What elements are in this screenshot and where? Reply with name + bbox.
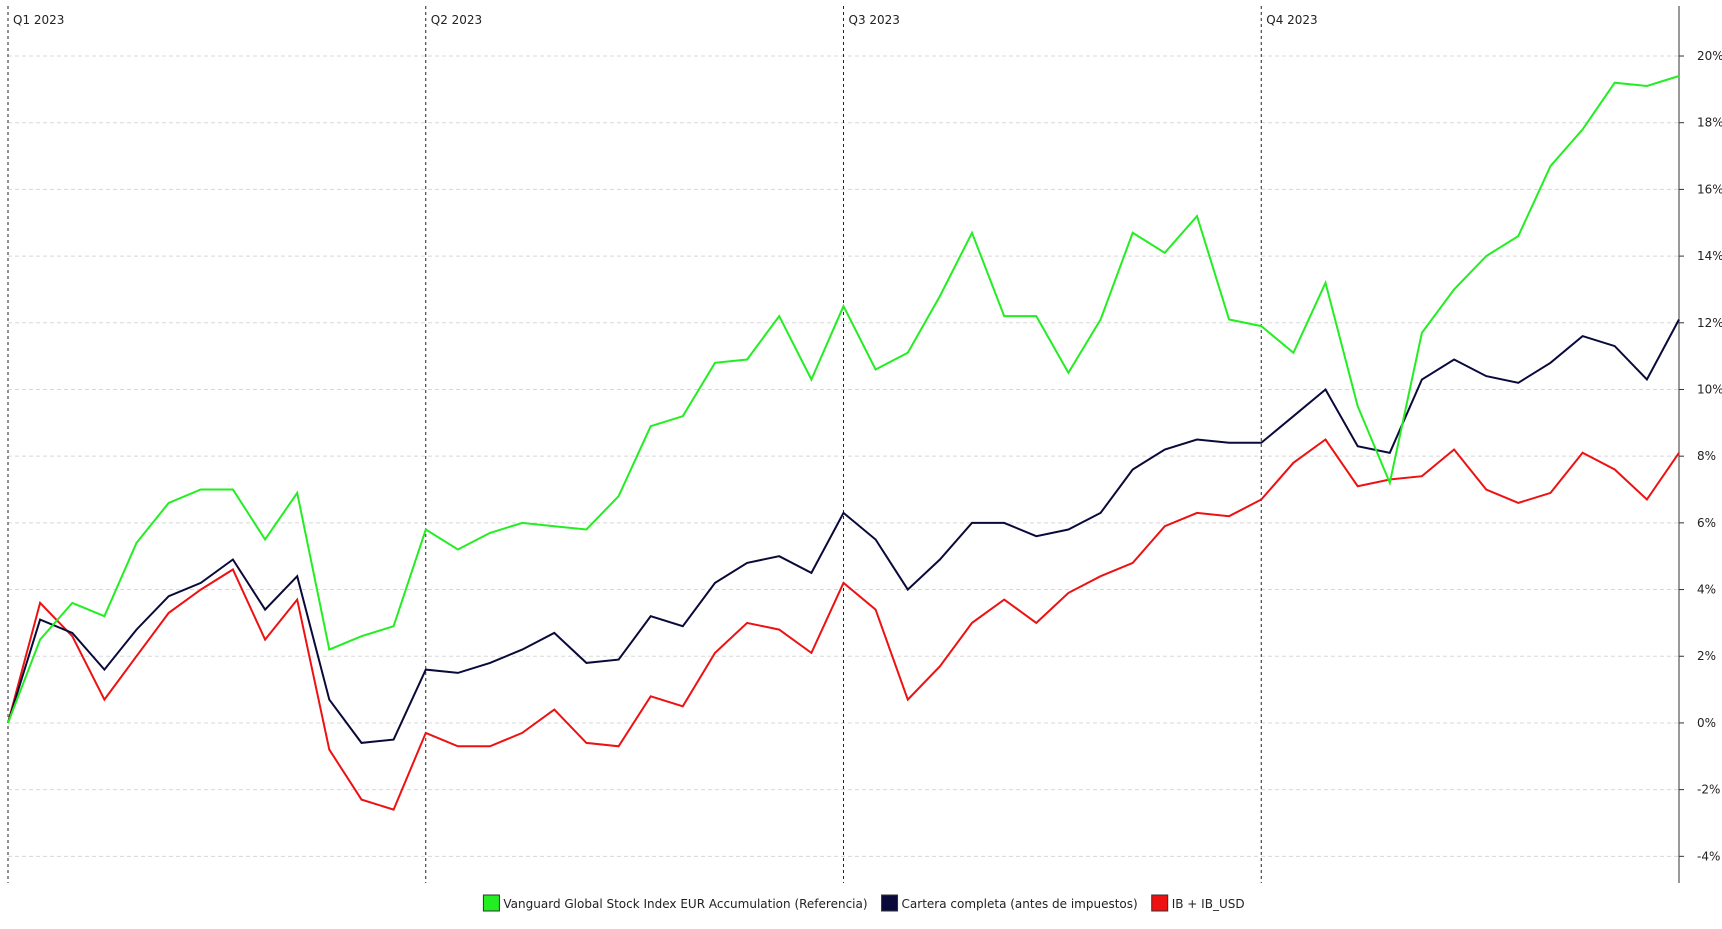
quarter-separators: Q1 2023 Q2 2023 Q3 2023 Q4 2023: [7, 6, 1318, 883]
y-tick-label: 18%: [1697, 116, 1722, 130]
legend-label: Vanguard Global Stock Index EUR Accumula…: [503, 897, 867, 911]
series-lines: [7, 75, 1680, 811]
quarter-label: Q2 2023: [431, 13, 482, 27]
y-tick-label: 12%: [1697, 316, 1722, 330]
quarter-label: Q1 2023: [13, 13, 64, 27]
y-tick-label: 10%: [1697, 382, 1722, 396]
legend: Vanguard Global Stock Index EUR Accumula…: [482, 894, 1245, 912]
y-tick-label: 20%: [1697, 49, 1722, 63]
y-tick-label: 4%: [1697, 583, 1716, 597]
y-tick-label: 16%: [1697, 182, 1722, 196]
y-tick-label: 0%: [1697, 716, 1716, 730]
legend-swatch: [482, 894, 500, 912]
y-tick-label: 8%: [1697, 449, 1716, 463]
series-line: [7, 438, 1680, 811]
y-tick-label: 14%: [1697, 249, 1722, 263]
legend-label: IB + IB_USD: [1172, 897, 1245, 911]
quarter-label: Q3 2023: [849, 13, 900, 27]
quarter-label: Q4 2023: [1266, 13, 1317, 27]
legend-label: Cartera completa (antes de impuestos): [902, 897, 1138, 911]
series-line: [7, 75, 1680, 724]
y-tick-label: 2%: [1697, 649, 1716, 663]
legend-swatch: [1151, 894, 1169, 912]
y-tick-label: 6%: [1697, 516, 1716, 530]
y-tick-label: -2%: [1697, 783, 1720, 797]
y-axis: -4% -2% 0% 2% 4% 6% 8% 10% 12% 14% 16% 18% 20%: [1678, 6, 1722, 883]
y-tick-label: -4%: [1697, 849, 1720, 863]
legend-swatch: [881, 894, 899, 912]
